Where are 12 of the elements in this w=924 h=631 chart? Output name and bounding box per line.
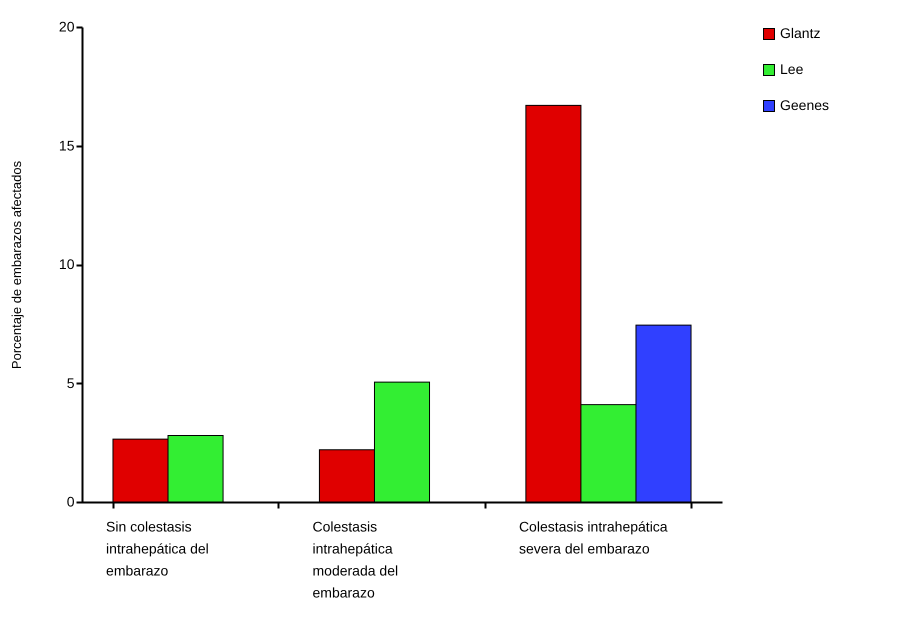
y-tick-label: 5	[66, 374, 75, 391]
legend-label: Lee	[780, 61, 804, 77]
x-tick-label: Colestasis intrahepática moderada del embarazo	[312, 518, 398, 600]
y-tick-label: 0	[66, 494, 75, 510]
y-tick-label: 20	[58, 18, 75, 34]
legend-label: Glantz	[780, 25, 820, 41]
y-tick-label: 10	[58, 256, 75, 272]
x-tick-label: Colestasis intrahepática severa del embarazo	[518, 518, 668, 556]
legend-label: Geenes	[780, 97, 830, 113]
y-axis-title: Porcentaje de embarazos afectados	[8, 160, 24, 370]
x-tick-label: Sin colestasis intrahepática del embarazo	[106, 518, 209, 578]
y-tick-label: 15	[58, 137, 75, 154]
